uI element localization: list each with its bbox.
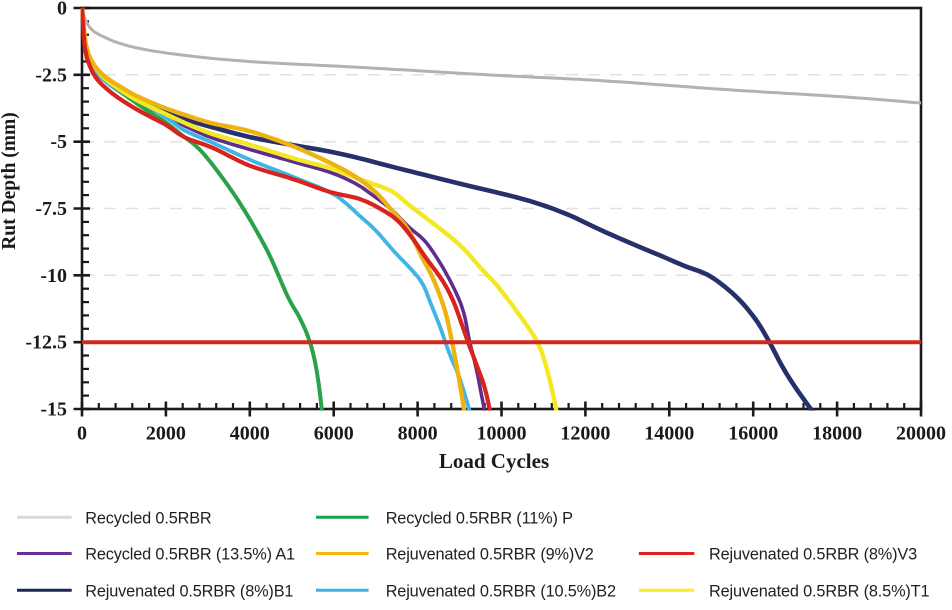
svg-text:Rejuvenated 0.5RBR (8.5%)T1: Rejuvenated 0.5RBR (8.5%)T1: [709, 582, 929, 600]
svg-text:4000: 4000: [230, 423, 270, 445]
svg-text:Rejuvenated 0.5RBR (10.5%)B2: Rejuvenated 0.5RBR (10.5%)B2: [386, 582, 616, 600]
svg-text:Load Cycles: Load Cycles: [439, 449, 549, 473]
svg-text:0: 0: [57, 0, 67, 20]
svg-text:8000: 8000: [398, 423, 438, 445]
svg-text:Rejuvenated 0.5RBR (8%)B1: Rejuvenated 0.5RBR (8%)B1: [85, 582, 293, 600]
svg-text:Rut Depth (mm): Rut Depth (mm): [0, 112, 20, 250]
svg-text:-7.5: -7.5: [35, 198, 67, 220]
svg-text:16000: 16000: [728, 423, 778, 445]
svg-text:20000: 20000: [896, 423, 946, 445]
svg-text:14000: 14000: [644, 423, 694, 445]
svg-text:6000: 6000: [314, 423, 354, 445]
svg-text:12000: 12000: [560, 423, 610, 445]
svg-text:-2.5: -2.5: [35, 64, 67, 86]
svg-text:-10: -10: [40, 265, 67, 287]
svg-text:Recycled 0.5RBR (11%) P: Recycled 0.5RBR (11%) P: [386, 509, 573, 527]
svg-text:-12.5: -12.5: [25, 332, 67, 354]
svg-text:Recycled 0.5RBR: Recycled 0.5RBR: [85, 509, 211, 527]
svg-text:Rejuvenated 0.5RBR (9%)V2: Rejuvenated 0.5RBR (9%)V2: [386, 546, 594, 564]
svg-text:-5: -5: [50, 131, 67, 153]
svg-text:18000: 18000: [812, 423, 862, 445]
svg-text:Recycled 0.5RBR (13.5%) A1: Recycled 0.5RBR (13.5%) A1: [85, 546, 295, 564]
svg-text:2000: 2000: [146, 423, 186, 445]
svg-text:-15: -15: [40, 399, 67, 421]
svg-text:10000: 10000: [477, 423, 527, 445]
svg-text:Rejuvenated 0.5RBR (8%)V3: Rejuvenated 0.5RBR (8%)V3: [709, 546, 917, 564]
svg-text:0: 0: [77, 423, 87, 445]
